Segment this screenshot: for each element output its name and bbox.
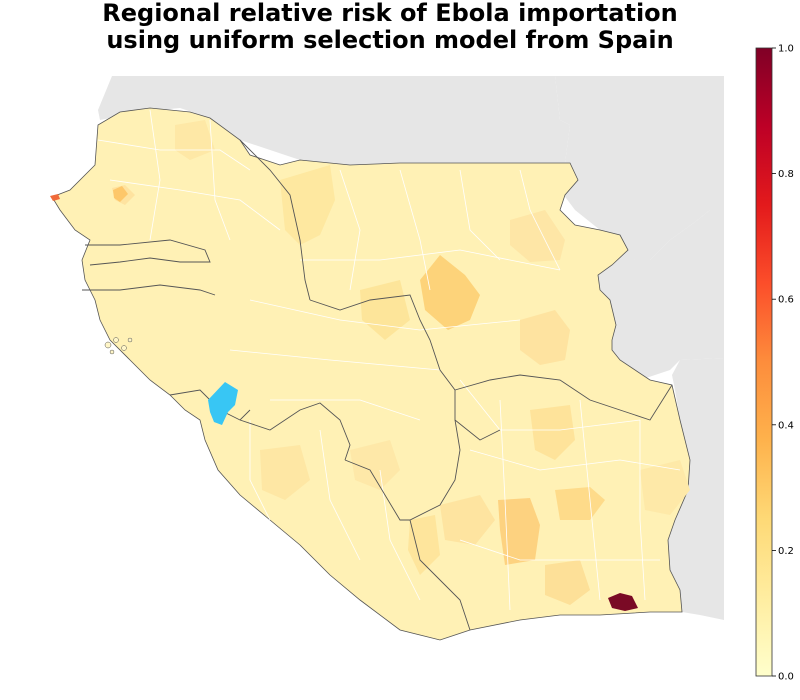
mauritania-land	[98, 76, 570, 165]
region	[360, 280, 410, 340]
region	[640, 460, 690, 515]
source-region-conakry	[208, 382, 238, 425]
region	[350, 440, 400, 490]
study-area	[50, 107, 691, 641]
colorbar-tick-label: 1.0	[778, 44, 794, 55]
guinea-ivory-border	[454, 419, 501, 441]
colorbar-tick-label: 0.0	[778, 672, 794, 683]
burkina-land	[598, 210, 724, 380]
region	[408, 515, 440, 575]
region	[530, 405, 575, 460]
mali-ivory-border	[454, 374, 673, 421]
country-borders	[82, 139, 673, 631]
mali-land	[555, 76, 724, 260]
coastal-hotspot-dakar	[50, 194, 60, 201]
region	[440, 495, 495, 545]
highest-risk-region	[608, 593, 638, 611]
region	[545, 560, 590, 605]
region	[420, 255, 480, 330]
colorbar-tick-label: 0.2	[778, 546, 794, 557]
region	[520, 310, 570, 365]
guinea-bissau-border	[82, 284, 216, 296]
region	[280, 165, 335, 245]
liberia-ivory-border	[409, 519, 471, 631]
sierraleone-liberia-border	[239, 402, 351, 461]
colorbar-tick-label: 0.6	[778, 295, 794, 306]
title-line-1: Regional relative risk of Ebola importat…	[102, 0, 678, 27]
colorbar-tick-label: 0.4	[778, 420, 794, 431]
neighbouring-land	[98, 76, 724, 620]
region	[555, 487, 605, 520]
ghana-land	[668, 358, 724, 620]
colorbar-ticks: 0.0 0.2 0.4 0.6 0.8 1.0	[772, 44, 794, 683]
hotspot-region	[113, 186, 128, 202]
region	[498, 498, 540, 565]
senegal-mali-border	[239, 139, 311, 301]
guinea-mali-border	[309, 294, 456, 391]
bijagos-islands	[104, 337, 133, 355]
guinea-liberia-border	[344, 390, 461, 521]
region-boundaries	[97, 109, 681, 611]
region	[510, 210, 565, 262]
gambia-border	[85, 239, 211, 266]
map-title: Regional relative risk of Ebola importat…	[0, 0, 780, 54]
region	[260, 445, 310, 500]
colorbar-gradient	[755, 47, 773, 677]
colorbar-tick-label: 0.8	[778, 169, 794, 180]
title-line-2: using uniform selection model from Spain	[106, 26, 674, 54]
